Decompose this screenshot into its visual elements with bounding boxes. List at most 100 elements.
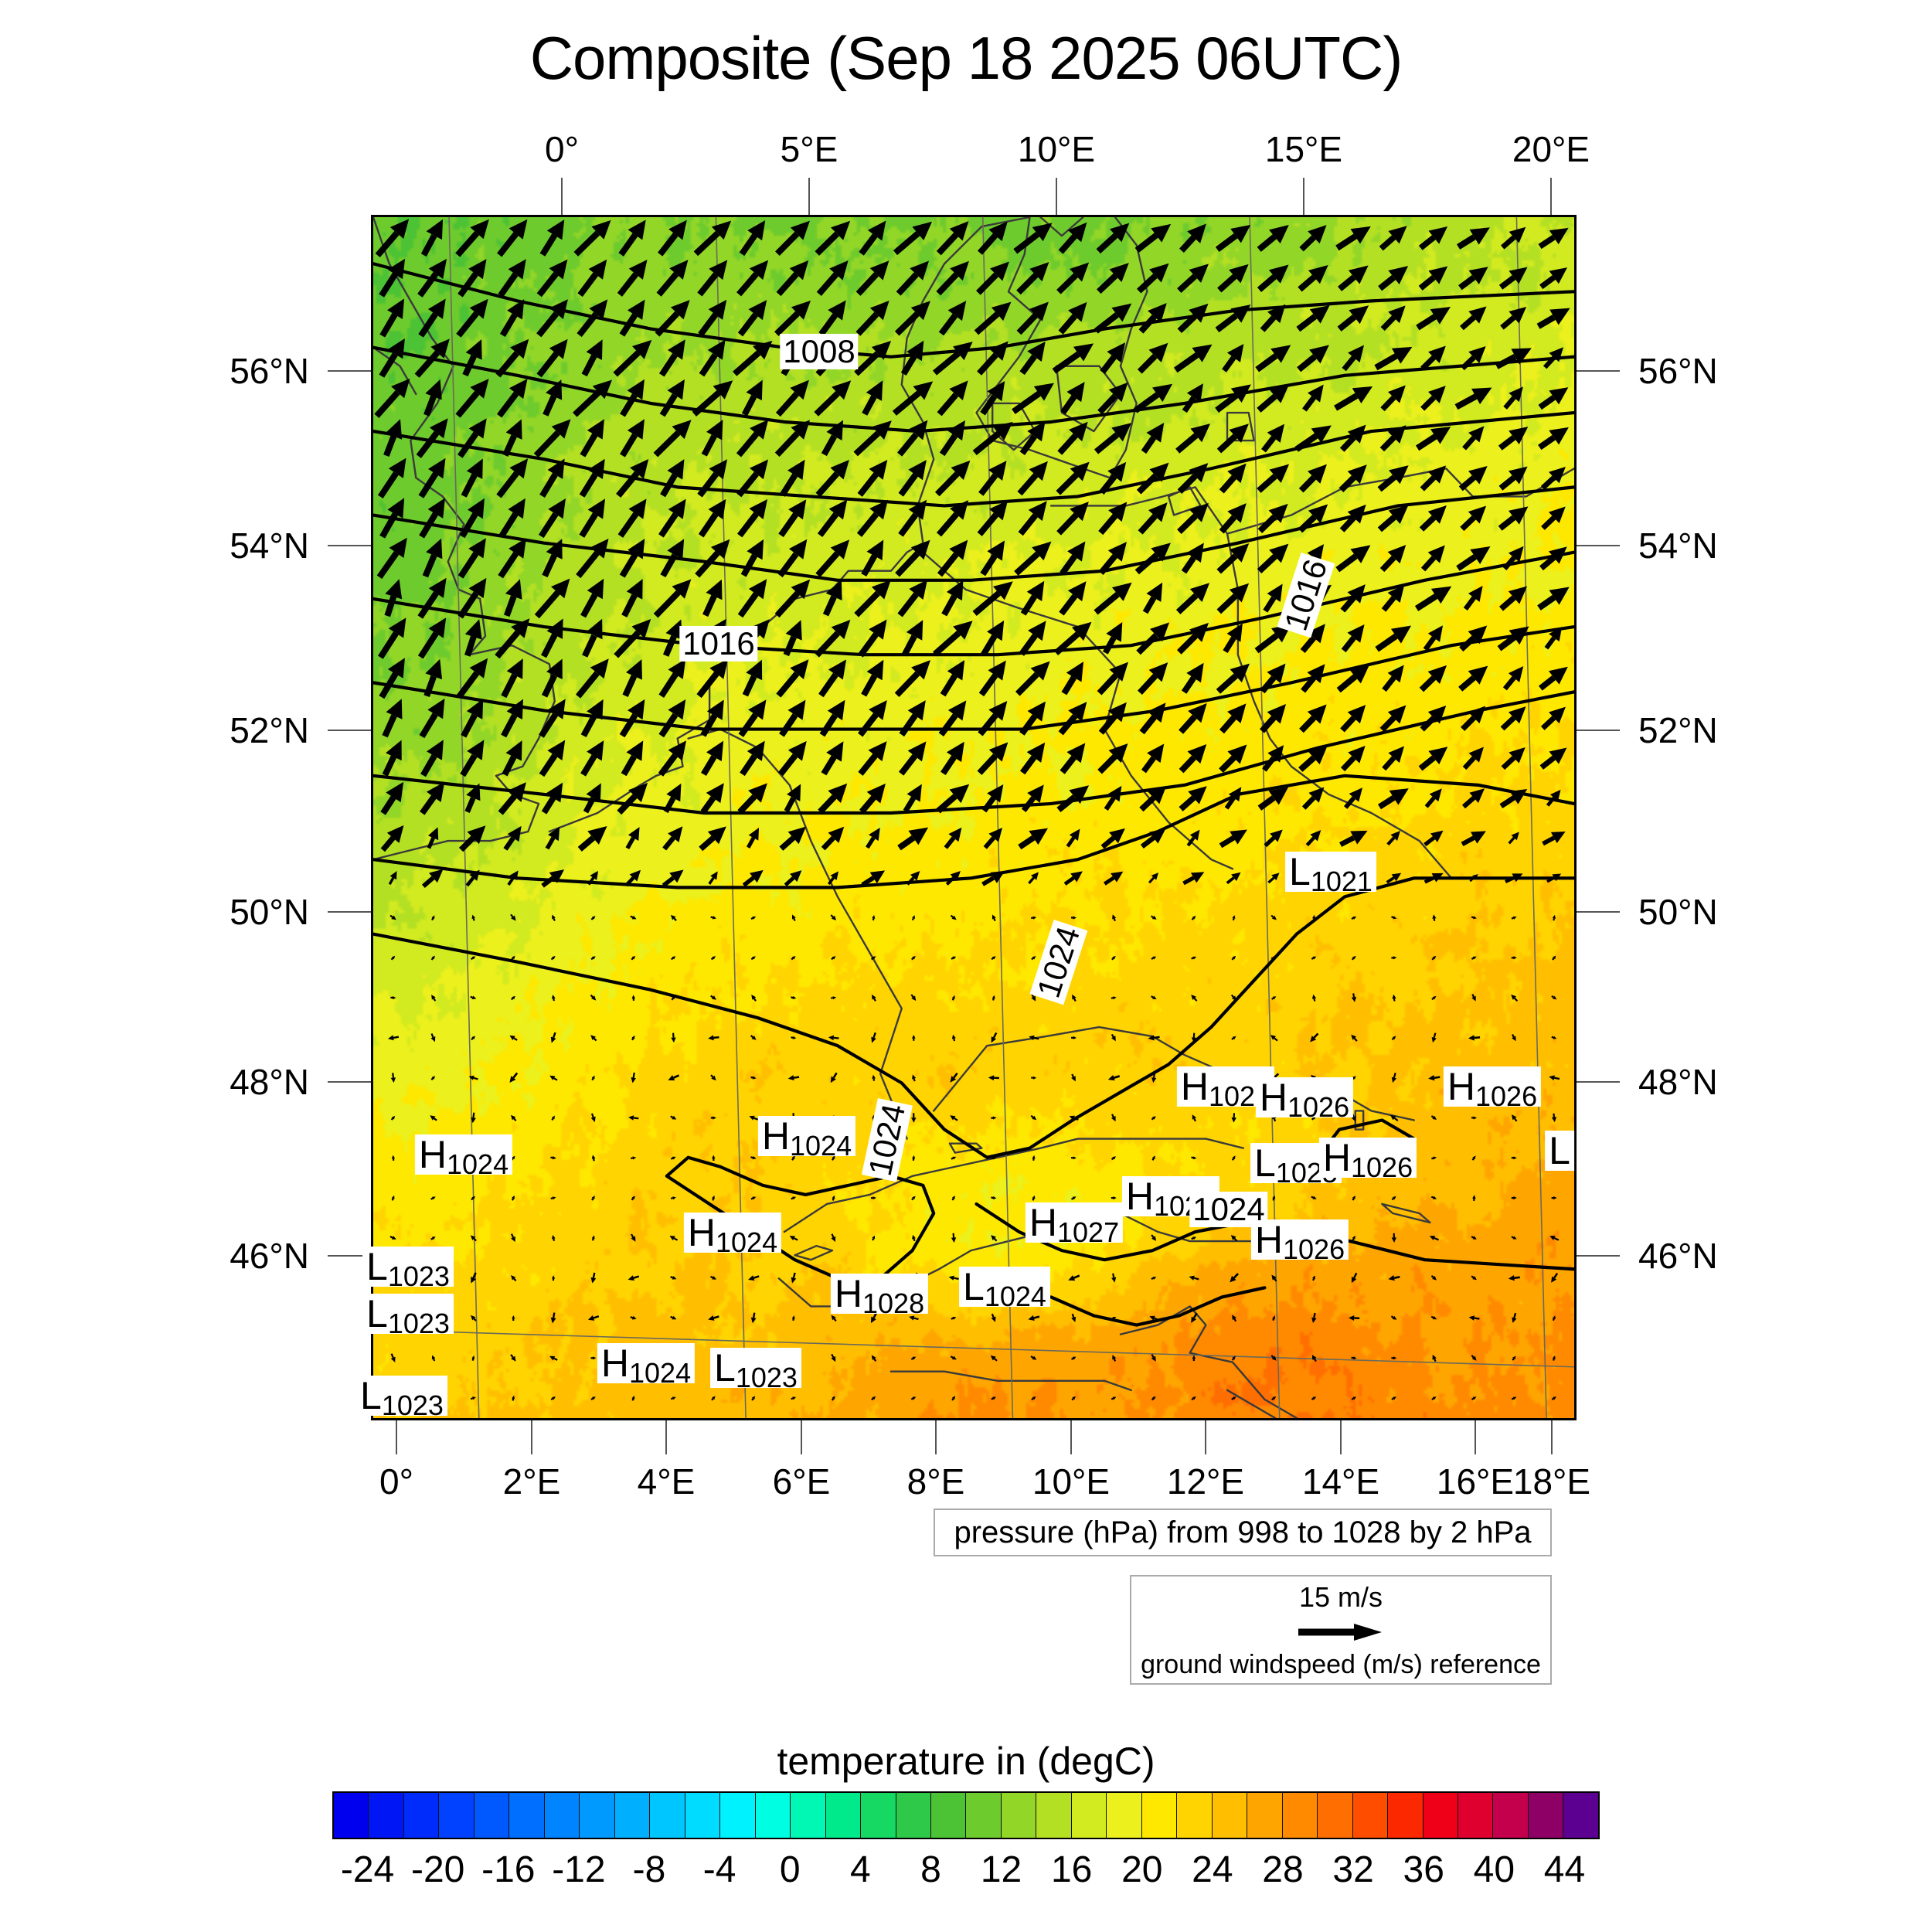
colorbar-tick-8: 8 bbox=[920, 1849, 941, 1890]
axis-label-bottom-3: 6°E bbox=[772, 1461, 831, 1502]
colorbar-band-8 bbox=[614, 1793, 651, 1838]
colorbar-tick--16: -16 bbox=[481, 1849, 536, 1890]
axis-label-left-5: 46°N bbox=[230, 1236, 309, 1276]
pressure-marker-value: 1026 bbox=[1475, 1080, 1538, 1112]
pressure-marker-type: L bbox=[1254, 1141, 1276, 1185]
wind-reference-caption: ground windspeed (m/s) reference bbox=[1141, 1650, 1541, 1679]
pressure-marker-type: H bbox=[1259, 1076, 1288, 1119]
pressure-marker-value: 1027 bbox=[1057, 1216, 1120, 1248]
colorbar-tick-24: 24 bbox=[1192, 1849, 1233, 1890]
axis-tick-left-2 bbox=[328, 730, 371, 731]
colorbar-band-17 bbox=[930, 1793, 967, 1838]
pressure-marker-type: H bbox=[600, 1342, 630, 1385]
pressure-marker-type: H bbox=[1180, 1065, 1209, 1108]
colorbar-band-9 bbox=[650, 1793, 685, 1838]
colorbar-band-24 bbox=[1177, 1793, 1213, 1838]
colorbar-band-27 bbox=[1282, 1793, 1318, 1838]
axis-tick-bottom-9 bbox=[1551, 1420, 1553, 1454]
isobar-value-label-1024-5: 1024 bbox=[1189, 1191, 1268, 1228]
colorbar-band-13 bbox=[791, 1793, 826, 1838]
pressure-marker-h-6: H1024 bbox=[414, 1134, 513, 1179]
axis-label-right-0: 56°N bbox=[1638, 351, 1718, 391]
colorbar-band-2 bbox=[403, 1793, 440, 1838]
pressure-marker-type: H bbox=[1029, 1201, 1058, 1244]
axis-label-top-1: 5°E bbox=[780, 129, 838, 169]
colorbar-band-26 bbox=[1247, 1793, 1283, 1838]
axis-tick-bottom-4 bbox=[935, 1420, 937, 1454]
wind-reference-box: 15 m/s ground windspeed (m/s) reference bbox=[1130, 1575, 1552, 1685]
colorbar-band-23 bbox=[1141, 1793, 1178, 1838]
colorbar-tick--24: -24 bbox=[340, 1849, 395, 1890]
pressure-marker-l-13: L1023 bbox=[362, 1247, 454, 1291]
pressure-marker-value: 1026 bbox=[1287, 1091, 1350, 1123]
colorbar-tick-44: 44 bbox=[1543, 1849, 1586, 1890]
pressure-marker-value: 1024 bbox=[629, 1357, 692, 1389]
axis-label-bottom-1: 2°E bbox=[502, 1461, 561, 1502]
colorbar-tick--4: -4 bbox=[702, 1849, 736, 1890]
colorbar-tick-28: 28 bbox=[1262, 1849, 1304, 1890]
colorbar-tick-40: 40 bbox=[1473, 1849, 1515, 1890]
pressure-marker-l-4: L bbox=[1545, 1131, 1574, 1171]
pressure-legend-box: pressure (hPa) from 998 to 1028 by 2 hPa bbox=[934, 1509, 1552, 1556]
pressure-marker-h-5: H1024 bbox=[757, 1114, 856, 1160]
pressure-legend-text: pressure (hPa) from 998 to 1028 by 2 hPa bbox=[954, 1515, 1532, 1549]
pressure-marker-type: H bbox=[761, 1114, 791, 1158]
axis-label-left-4: 48°N bbox=[230, 1062, 309, 1102]
wind-reference-arrow-icon bbox=[1298, 1623, 1382, 1641]
colorbar-band-12 bbox=[755, 1793, 791, 1838]
axis-label-top-3: 15°E bbox=[1264, 129, 1343, 169]
colorbar-band-14 bbox=[825, 1793, 862, 1838]
pressure-marker-type: L bbox=[360, 1374, 382, 1417]
axis-tick-bottom-5 bbox=[1070, 1420, 1072, 1454]
colorbar-band-32 bbox=[1458, 1793, 1494, 1838]
colorbar[interactable] bbox=[332, 1791, 1600, 1839]
axis-tick-right-1 bbox=[1577, 545, 1620, 546]
axis-label-right-2: 52°N bbox=[1638, 710, 1718, 750]
pressure-marker-h-12: H1024 bbox=[683, 1213, 782, 1257]
axis-label-bottom-0: 0° bbox=[379, 1461, 413, 1502]
pressure-marker-l-15: L1024 bbox=[959, 1265, 1050, 1311]
isobar-2 bbox=[373, 410, 1574, 508]
pressure-marker-value: 1024 bbox=[716, 1226, 778, 1258]
colorbar-tick-32: 32 bbox=[1332, 1849, 1374, 1890]
isobar-value-label-1016-1: 1016 bbox=[679, 625, 758, 662]
axis-tick-left-1 bbox=[328, 545, 371, 546]
colorbar-band-11 bbox=[720, 1793, 756, 1838]
axis-tick-right-2 bbox=[1577, 730, 1620, 731]
axis-tick-left-3 bbox=[328, 911, 371, 913]
pressure-marker-l-16: L1023 bbox=[362, 1294, 454, 1338]
colorbar-tick--12: -12 bbox=[552, 1849, 606, 1890]
colorbar-band-31 bbox=[1423, 1793, 1458, 1838]
axis-label-right-4: 48°N bbox=[1638, 1062, 1718, 1102]
pressure-marker-type: L bbox=[963, 1265, 985, 1308]
axis-label-left-2: 52°N bbox=[230, 710, 309, 750]
colorbar-band-1 bbox=[369, 1793, 404, 1838]
isobar-value-label-1008-0: 1008 bbox=[780, 333, 859, 370]
axis-tick-bottom-3 bbox=[801, 1420, 802, 1454]
colorbar-tick-16: 16 bbox=[1050, 1849, 1093, 1890]
colorbar-tick-labels: -24 -20 -16 -12 -8 -4 0 4 8 12 16 20 24 28 32 36 40 44 bbox=[332, 1849, 1600, 1895]
axis-label-right-3: 50°N bbox=[1638, 892, 1718, 932]
pressure-marker-h-17: H1024 bbox=[597, 1342, 696, 1387]
colorbar-band-7 bbox=[580, 1793, 615, 1838]
colorbar-band-3 bbox=[439, 1793, 474, 1838]
page-title: Composite (Sep 18 2025 06UTC) bbox=[529, 24, 1403, 92]
temperature-shading-layer bbox=[373, 217, 1574, 1418]
pressure-marker-l-0: L1021 bbox=[1285, 852, 1376, 896]
axis-label-top-0: 0° bbox=[545, 129, 579, 169]
axis-tick-bottom-2 bbox=[665, 1420, 667, 1454]
colorbar-tick--20: -20 bbox=[410, 1849, 465, 1890]
axis-tick-top-3 bbox=[1303, 178, 1304, 215]
pressure-marker-value: 1026 bbox=[1351, 1151, 1413, 1183]
pressure-marker-h-10: H1027 bbox=[1025, 1201, 1124, 1247]
colorbar-band-30 bbox=[1388, 1793, 1423, 1838]
axis-label-bottom-4: 8°E bbox=[906, 1461, 965, 1502]
isobar-3 bbox=[373, 485, 1574, 582]
colorbar-band-21 bbox=[1071, 1793, 1107, 1838]
map-overlay-layer bbox=[373, 217, 1574, 1418]
map-panel[interactable] bbox=[371, 215, 1577, 1420]
axis-tick-right-5 bbox=[1577, 1255, 1620, 1257]
colorbar-band-10 bbox=[685, 1793, 721, 1838]
pressure-marker-type: H bbox=[1322, 1136, 1352, 1179]
pressure-marker-value: 1023 bbox=[387, 1308, 450, 1339]
